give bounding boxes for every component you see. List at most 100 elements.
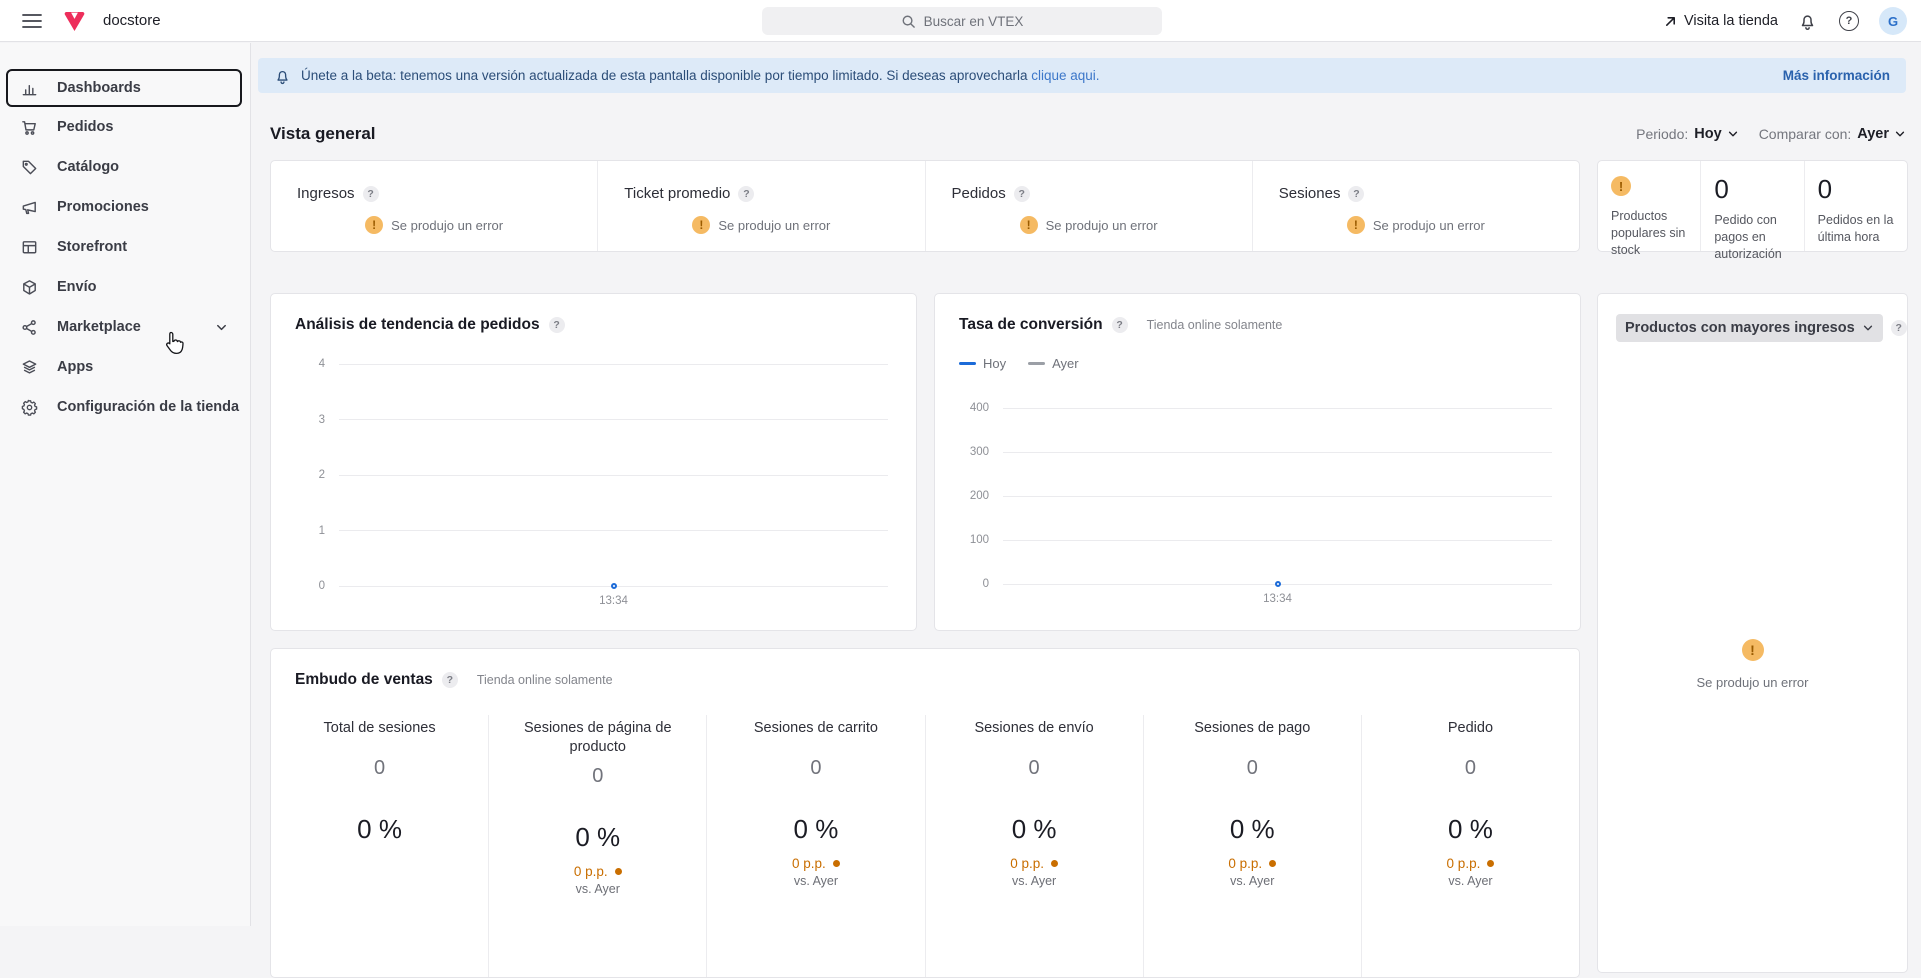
y-tick: 0 bbox=[318, 580, 325, 592]
help-icon: ? bbox=[1839, 11, 1859, 31]
step-delta: 0 p.p. bbox=[1144, 856, 1361, 871]
sidebar-item-catalogo[interactable]: Catálogo bbox=[6, 147, 242, 187]
sidebar-item-marketplace[interactable]: Marketplace bbox=[6, 307, 242, 347]
help-badge-icon[interactable]: ? bbox=[1013, 185, 1030, 202]
delta-dot-icon bbox=[614, 867, 622, 875]
warning-icon: ! bbox=[1611, 176, 1631, 196]
help-badge-icon[interactable]: ? bbox=[1890, 320, 1907, 336]
error-message: Se produjo un error bbox=[1696, 675, 1809, 690]
step-rate: 0 % bbox=[1448, 814, 1493, 844]
stat-label: Pedidos en la última hora bbox=[1817, 213, 1894, 244]
step-value: 0 bbox=[374, 757, 386, 779]
stat-value: 0 bbox=[1817, 174, 1833, 204]
kpi-title: Pedidos bbox=[951, 185, 1006, 202]
sidebar-item-label: Envío bbox=[57, 279, 97, 295]
error-message: Se produjo un error bbox=[1372, 217, 1485, 233]
user-avatar[interactable]: G bbox=[1879, 7, 1907, 35]
sidebar-item-configuracion[interactable]: Configuración de la tienda bbox=[6, 387, 242, 427]
help-badge-icon[interactable]: ? bbox=[1348, 185, 1365, 202]
hamburger-icon bbox=[22, 13, 42, 28]
overview-header: Vista general Periodo: Hoy Comparar con:… bbox=[270, 117, 1906, 151]
compare-dropdown[interactable]: Ayer bbox=[1857, 126, 1906, 142]
top-products-dropdown[interactable]: Productos con mayores ingresos bbox=[1616, 314, 1883, 342]
help-badge-icon[interactable]: ? bbox=[738, 185, 755, 202]
y-tick: 300 bbox=[969, 446, 989, 458]
bell-icon bbox=[277, 70, 288, 84]
step-vs-label: vs. Ayer bbox=[1448, 874, 1493, 888]
error-message: Se produjo un error bbox=[391, 217, 504, 233]
banner-link[interactable]: clique aqui. bbox=[1031, 68, 1100, 83]
panel-error: ! Se produjo un error bbox=[1598, 639, 1907, 690]
layers-icon bbox=[19, 358, 39, 377]
chevron-down-icon bbox=[1728, 131, 1737, 137]
overview-filters: Periodo: Hoy Comparar con: Ayer bbox=[1636, 126, 1906, 142]
stat-pedidos-ultima-hora: 0 Pedidos en la última hora bbox=[1803, 161, 1907, 251]
error-message: Se produjo un error bbox=[1045, 217, 1158, 233]
help-badge-icon[interactable]: ? bbox=[441, 672, 458, 688]
topbar: docstore Buscar en VTEX Visita la tienda… bbox=[0, 0, 1921, 42]
sidebar-item-pedidos[interactable]: Pedidos bbox=[6, 107, 242, 147]
sidebar-item-label: Storefront bbox=[57, 239, 128, 255]
sidebar-item-label: Catálogo bbox=[57, 159, 120, 175]
warning-icon: ! bbox=[1019, 216, 1038, 234]
help-badge-icon[interactable]: ? bbox=[1111, 317, 1128, 333]
step-value: 0 bbox=[1028, 757, 1040, 779]
main-content: Únete a la beta: tenemos una versión act… bbox=[252, 43, 1921, 978]
help-button[interactable]: ? bbox=[1837, 9, 1861, 33]
y-tick: 200 bbox=[969, 490, 989, 502]
x-tick: 13:34 bbox=[599, 595, 628, 607]
global-search-input[interactable]: Buscar en VTEX bbox=[762, 7, 1162, 35]
funnel-title: Embudo de ventas bbox=[295, 671, 433, 688]
legend-item-hoy: Hoy bbox=[959, 356, 1006, 371]
step-delta: 0 p.p. bbox=[926, 856, 1143, 871]
chevron-down-icon bbox=[1863, 325, 1872, 331]
help-badge-icon[interactable]: ? bbox=[548, 317, 565, 333]
step-value: 0 bbox=[810, 757, 822, 779]
kpi-title: Ingresos bbox=[297, 185, 355, 202]
conversion-plot: 400 300 200 100 0 13:34 bbox=[959, 402, 1552, 605]
kpi-title: Ticket promedio bbox=[624, 185, 731, 202]
stat-productos-sin-stock: ! Productos populares sin stock bbox=[1598, 161, 1700, 257]
step-delta: 0 p.p. bbox=[1362, 856, 1579, 871]
step-vs-label: vs. Ayer bbox=[1011, 874, 1057, 888]
order-trend-chart-card: Análisis de tendencia de pedidos ? 4 3 2… bbox=[270, 293, 917, 631]
sidebar-item-apps[interactable]: Apps bbox=[6, 347, 242, 387]
funnel-step-envio: Sesiones de envío 0 0 % 0 p.p. vs. Ayer bbox=[924, 715, 1143, 977]
sidebar-item-promociones[interactable]: Promociones bbox=[6, 187, 242, 227]
stat-label: Pedido con pagos en autorización bbox=[1714, 213, 1782, 261]
search-placeholder: Buscar en VTEX bbox=[923, 13, 1024, 29]
stat-pagos-autorizacion: 0 Pedido con pagos en autorización bbox=[1700, 161, 1803, 261]
sidebar-item-label: Pedidos bbox=[57, 119, 114, 135]
vtex-logo bbox=[62, 10, 87, 32]
period-dropdown[interactable]: Hoy bbox=[1694, 126, 1738, 142]
step-label: Pedido bbox=[1447, 720, 1494, 736]
step-value: 0 bbox=[1246, 757, 1258, 779]
step-label: Sesiones de carrito bbox=[753, 720, 878, 736]
package-icon bbox=[19, 278, 39, 297]
tag-icon bbox=[19, 158, 39, 177]
delta-dot-icon bbox=[1487, 860, 1495, 867]
y-tick: 3 bbox=[318, 413, 325, 426]
menu-hamburger-button[interactable] bbox=[16, 7, 48, 35]
banner-more-info-link[interactable]: Más información bbox=[1782, 68, 1890, 83]
y-tick: 400 bbox=[969, 402, 989, 414]
notifications-button[interactable] bbox=[1796, 9, 1819, 33]
help-badge-icon[interactable]: ? bbox=[362, 185, 379, 202]
topbar-actions: Visita la tienda ? G bbox=[1664, 0, 1907, 42]
page-title: Vista general bbox=[270, 124, 376, 143]
sidebar-item-storefront[interactable]: Storefront bbox=[6, 227, 242, 267]
legend-item-ayer: Ayer bbox=[1028, 356, 1079, 371]
sidebar-item-dashboards[interactable]: Dashboards bbox=[6, 69, 242, 107]
delta-dot-icon bbox=[832, 860, 840, 867]
step-rate: 0 % bbox=[357, 814, 402, 844]
stat-label: Productos populares sin stock bbox=[1611, 209, 1686, 257]
y-tick: 100 bbox=[969, 534, 989, 546]
sidebar-item-envio[interactable]: Envío bbox=[6, 267, 242, 307]
chart-legend: Hoy Ayer bbox=[959, 356, 1079, 371]
sales-funnel-card: Embudo de ventas ? Tienda online solamen… bbox=[270, 648, 1580, 978]
kpi-ingresos: Ingresos ? ! Se produjo un error bbox=[271, 161, 597, 251]
visit-store-button[interactable]: Visita la tienda bbox=[1664, 13, 1778, 29]
top-products-panel: Productos con mayores ingresos ? ! Se pr… bbox=[1597, 293, 1908, 973]
period-label: Periodo: bbox=[1636, 126, 1689, 142]
sidebar: Dashboards Pedidos Catálogo Promociones bbox=[0, 43, 251, 926]
